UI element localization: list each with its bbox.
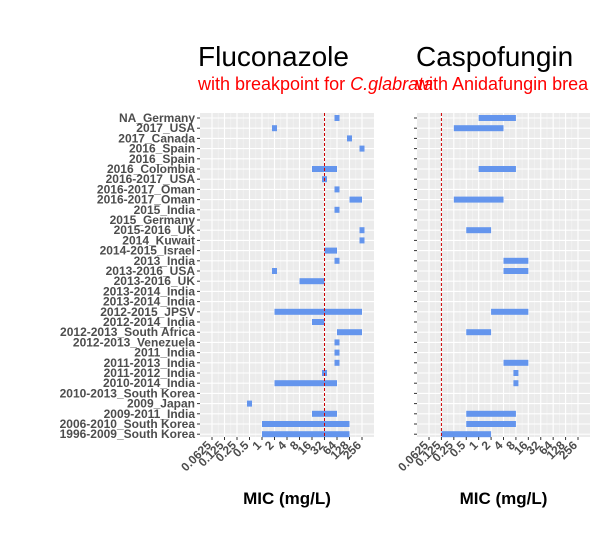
subtitle-part: C.glabrata	[350, 74, 433, 94]
range-bar-0	[334, 115, 340, 121]
y-tick-label: 2011_India	[134, 346, 195, 360]
range-bar-16	[299, 278, 325, 285]
y-tick-label: 2015-2016_UK	[114, 223, 196, 237]
range-bar-8	[349, 196, 362, 203]
y-tick-label: 2017_Canada	[118, 131, 195, 145]
y-tick-label: 2017_USA	[136, 121, 195, 135]
range-bar-9	[334, 206, 340, 213]
panel-subtitle: with breakpoint for C.glabrata	[197, 74, 433, 94]
x-tick-label: 1	[249, 438, 264, 453]
y-tick-label: 2013_India	[134, 254, 196, 268]
range-bar-14	[503, 257, 529, 264]
y-tick-label: 2011-2013_India	[104, 356, 196, 370]
y-tick-label: 2010-2014_India	[103, 376, 195, 390]
range-bar-5	[478, 166, 516, 172]
range-bar-25	[513, 370, 519, 376]
panel-subtitle: with Anidafungin brea	[415, 74, 589, 94]
y-tick-label: 2015_Germany	[110, 213, 196, 227]
range-bar-20	[312, 319, 325, 325]
y-tick-label: 2016-2017_Oman	[97, 193, 195, 207]
y-tick-label: 2013-2014_India	[103, 284, 195, 298]
y-tick-label: 2012-2015_JPSV	[100, 305, 195, 319]
y-tick-label: 2009-2011_India	[104, 407, 196, 421]
y-tick-label: 2012-2013_Venezuela	[73, 335, 195, 349]
range-bar-1	[453, 125, 504, 132]
panel-title: Caspofungin	[416, 41, 573, 72]
y-tick-label: 1996-2009_South Korea	[60, 427, 196, 441]
subtitle-part: with breakpoint for	[197, 74, 350, 94]
range-bar-15	[272, 268, 277, 274]
range-bar-26	[274, 380, 337, 387]
y-tick-label: 2012-2013_South Africa	[60, 325, 195, 339]
x-axis-label: MIC (mg/L)	[460, 489, 548, 508]
range-bar-24	[503, 359, 529, 366]
y-tick-label: 2010-2013_South Korea	[60, 386, 196, 400]
x-tick-label: 1	[466, 438, 481, 453]
y-tick-label: 2016_Colombia	[107, 162, 195, 176]
y-tick-label: 2013-2014_India	[103, 295, 195, 309]
range-bar-0	[478, 115, 516, 121]
range-bar-22	[334, 339, 340, 346]
y-tick-label: 2016_Spain	[129, 142, 195, 156]
x-tick-label: 4	[491, 438, 506, 453]
range-bar-24	[334, 359, 340, 366]
y-tick-label: 2016-2017_USA	[106, 172, 196, 186]
x-tick-label: 0.5	[447, 438, 469, 460]
y-tick-label: 2015_India	[134, 203, 196, 217]
range-bar-12	[359, 237, 365, 244]
range-bar-21	[466, 329, 492, 336]
range-bar-13	[324, 247, 337, 254]
y-tick-label: 2014_Kuwait	[122, 233, 195, 247]
range-bar-11	[466, 227, 492, 234]
range-bar-30	[466, 421, 516, 427]
x-tick-label: 0.5	[230, 438, 252, 460]
range-bar-2	[347, 135, 352, 142]
y-tick-label: 2011-2012_India	[104, 366, 196, 380]
y-tick-label: 2013-2016_UK	[114, 274, 196, 288]
range-bar-7	[334, 186, 340, 193]
range-bar-31	[262, 431, 350, 438]
range-bar-15	[503, 268, 529, 274]
subtitle-part: with Anidafungin brea	[415, 74, 589, 94]
range-bar-19	[274, 308, 362, 315]
range-bar-19	[491, 308, 529, 315]
range-bar-8	[453, 196, 504, 203]
range-bar-14	[334, 257, 340, 264]
y-tick-label: 2013-2016_USA	[106, 264, 196, 278]
x-tick-label: 2	[479, 438, 494, 453]
range-bar-21	[337, 329, 362, 336]
range-bar-26	[513, 380, 519, 387]
x-tick-label: 2	[262, 438, 277, 453]
range-bar-1	[272, 125, 277, 132]
panel-title: Fluconazole	[198, 41, 349, 72]
range-bar-11	[359, 227, 365, 234]
y-tick-label: 2009_Japan	[127, 397, 195, 411]
y-tick-label: NA_Germany	[119, 111, 195, 125]
y-tick-label: 2016_Spain	[129, 152, 195, 166]
range-bar-30	[262, 421, 350, 427]
range-bar-31	[441, 431, 492, 438]
y-tick-label: 2006-2010_South Korea	[60, 417, 196, 431]
range-bar-28	[247, 400, 252, 407]
y-tick-label: 2012-2014_India	[103, 315, 195, 329]
range-bar-3	[359, 145, 365, 152]
range-bar-23	[334, 349, 340, 356]
y-tick-label: 2016-2017_Oman	[97, 182, 195, 196]
x-axis-label: MIC (mg/L)	[243, 489, 331, 508]
panel-0: NA_Germany2017_USA2017_Canada2016_Spain2…	[60, 111, 374, 508]
x-tick-label: 4	[274, 438, 289, 453]
range-bar-29	[466, 410, 516, 417]
y-tick-label: 2014-2015_Israel	[100, 244, 195, 258]
